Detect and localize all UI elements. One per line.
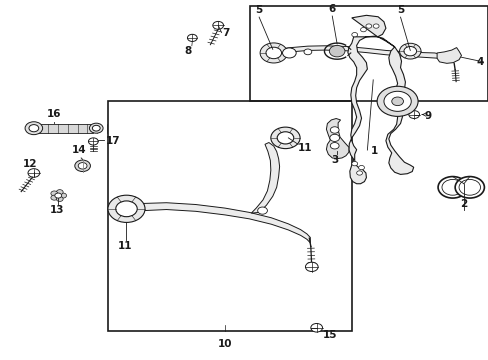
Text: 17: 17	[105, 136, 120, 146]
Circle shape	[92, 125, 100, 131]
Circle shape	[376, 86, 417, 116]
Text: 16: 16	[47, 109, 61, 119]
Text: 8: 8	[184, 46, 192, 56]
Circle shape	[257, 207, 267, 214]
Polygon shape	[291, 46, 439, 58]
Circle shape	[329, 45, 344, 57]
Circle shape	[51, 195, 58, 200]
Circle shape	[403, 46, 416, 56]
Circle shape	[55, 193, 61, 198]
Circle shape	[441, 179, 463, 195]
Circle shape	[372, 24, 378, 28]
Circle shape	[75, 160, 90, 172]
Circle shape	[351, 32, 357, 37]
Circle shape	[212, 21, 223, 29]
Circle shape	[391, 97, 403, 105]
Circle shape	[310, 324, 322, 332]
Circle shape	[60, 193, 66, 198]
Text: 6: 6	[328, 4, 335, 14]
Circle shape	[304, 49, 311, 55]
Text: 15: 15	[322, 330, 336, 340]
Circle shape	[108, 195, 145, 222]
Circle shape	[356, 171, 362, 175]
Bar	[108, 101, 351, 330]
Circle shape	[51, 191, 58, 196]
Circle shape	[399, 43, 420, 59]
Circle shape	[56, 197, 63, 202]
Text: 13: 13	[49, 205, 64, 215]
Circle shape	[28, 169, 40, 177]
Circle shape	[282, 48, 296, 58]
Text: 2: 2	[459, 199, 467, 209]
Polygon shape	[351, 15, 385, 37]
Polygon shape	[143, 203, 310, 243]
Circle shape	[383, 91, 410, 111]
Circle shape	[365, 24, 371, 28]
Text: 9: 9	[424, 111, 431, 121]
Circle shape	[270, 127, 300, 149]
Circle shape	[88, 138, 98, 145]
Text: 4: 4	[475, 57, 483, 67]
Circle shape	[437, 176, 467, 198]
Circle shape	[454, 176, 484, 198]
Text: 14: 14	[71, 145, 86, 155]
Circle shape	[277, 132, 293, 144]
Polygon shape	[326, 118, 348, 159]
Polygon shape	[251, 143, 279, 213]
Circle shape	[408, 111, 419, 118]
Circle shape	[360, 27, 366, 32]
Text: 11: 11	[118, 241, 132, 251]
Bar	[250, 6, 488, 101]
Circle shape	[358, 166, 364, 170]
Text: 5: 5	[396, 5, 404, 15]
Text: 5: 5	[255, 5, 262, 15]
Text: 11: 11	[298, 143, 312, 153]
Circle shape	[305, 262, 318, 271]
Polygon shape	[347, 36, 413, 184]
Polygon shape	[436, 48, 461, 63]
Circle shape	[25, 122, 42, 135]
Circle shape	[116, 201, 137, 217]
Circle shape	[330, 127, 338, 133]
Text: 10: 10	[217, 338, 232, 348]
Polygon shape	[38, 123, 93, 133]
Circle shape	[89, 123, 103, 133]
Polygon shape	[278, 48, 291, 53]
Text: 1: 1	[370, 147, 378, 157]
Circle shape	[78, 163, 87, 169]
Circle shape	[260, 43, 287, 63]
Circle shape	[56, 190, 63, 195]
Circle shape	[29, 125, 39, 132]
Text: 7: 7	[222, 28, 229, 38]
Circle shape	[330, 143, 338, 149]
Text: 3: 3	[330, 155, 338, 165]
Text: 12: 12	[22, 159, 37, 170]
Circle shape	[329, 134, 339, 141]
Circle shape	[458, 179, 480, 195]
Circle shape	[265, 47, 281, 59]
Circle shape	[351, 162, 357, 166]
Circle shape	[187, 34, 197, 41]
